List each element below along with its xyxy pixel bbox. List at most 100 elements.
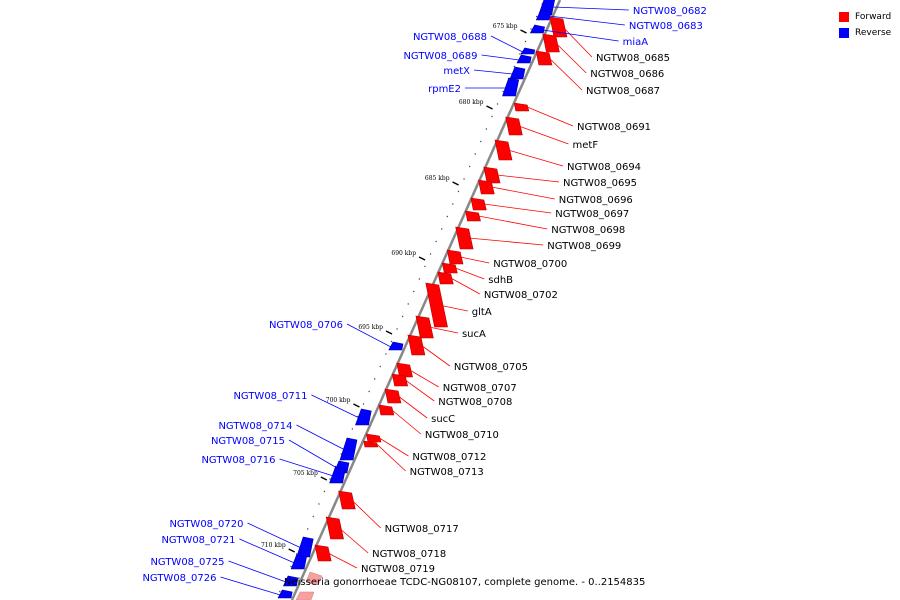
forward-gene-label: NGTW08_0707 — [443, 383, 517, 394]
forward-gene-arrow — [441, 262, 458, 274]
forward-gene-arrow — [378, 404, 395, 416]
forward-gene-label: sucA — [462, 329, 486, 340]
scale-dot — [429, 253, 432, 255]
forward-gene-leader — [338, 527, 369, 554]
tick-mark — [320, 476, 328, 481]
scale-dot — [424, 265, 426, 268]
reverse-gene-label: NGTW08_0726 — [142, 573, 216, 584]
forward-gene-leader — [438, 304, 468, 312]
forward-gene-leader — [420, 344, 451, 367]
scale-dot — [396, 328, 398, 330]
tick-label: 710 kbp — [261, 542, 286, 549]
forward-gene-arrow — [549, 16, 568, 38]
forward-gene-leader — [460, 256, 490, 264]
forward-gene-arrow — [314, 544, 332, 562]
scale-dot — [474, 153, 476, 155]
scale-dot — [452, 203, 454, 205]
reverse-gene-label: NGTW08_0711 — [233, 391, 307, 402]
forward-gene-leader — [518, 125, 569, 145]
tick-mark — [418, 256, 426, 261]
forward-gene-leader — [450, 277, 481, 295]
scale-dot — [513, 65, 515, 68]
scale-dot — [418, 278, 421, 280]
forward-gene-label: NGTW08_0686 — [590, 69, 664, 80]
scale-dot — [329, 478, 331, 480]
scale-dot — [323, 490, 326, 493]
reverse-gene-label: NGTW08_0706 — [269, 320, 343, 331]
reverse-gene-label: NGTW08_0688 — [413, 32, 487, 43]
tick-mark — [452, 181, 459, 186]
tick-label: 700 kbp — [326, 397, 351, 404]
tick-label: 705 kbp — [293, 470, 318, 477]
reverse-gene-label: NGTW08_0715 — [211, 436, 285, 447]
tick-label: 680 kbp — [459, 99, 484, 106]
forward-gene-arrow — [470, 197, 487, 211]
scale-dot — [457, 190, 460, 193]
forward-gene-arrow — [407, 334, 426, 356]
forward-gene-label: NGTW08_0718 — [372, 549, 446, 560]
forward-gene-label: NGTW08_0699 — [547, 241, 621, 252]
scale-dot — [407, 303, 409, 305]
scale-dot — [530, 28, 532, 30]
forward-gene-leader — [351, 499, 381, 529]
forward-gene-arrow — [425, 282, 448, 328]
tick-mark — [486, 105, 493, 110]
scale-dot — [441, 228, 443, 230]
reverse-gene-leader — [490, 35, 523, 53]
forward-gene-arrow — [465, 210, 481, 222]
forward-gene-leader — [405, 379, 435, 402]
scale-dot — [379, 365, 381, 368]
forward-gene-arrow — [363, 440, 379, 448]
forward-gene-leader — [562, 26, 593, 58]
forward-gene-arrow — [455, 226, 474, 250]
scale-dot — [385, 353, 387, 355]
forward-gene-arrow — [478, 179, 495, 195]
forward-gene-arrow — [365, 433, 382, 443]
scale-dot — [435, 240, 437, 243]
genome-backbone — [290, 0, 562, 600]
reverse-swatch — [839, 27, 849, 38]
forward-gene-leader — [468, 237, 544, 246]
scale-dot — [468, 165, 471, 168]
reverse-gene-arrow — [290, 554, 307, 570]
forward-gene-leader — [527, 106, 574, 127]
reverse-gene-leader — [346, 323, 392, 348]
legend-item-reverse: Reverse — [839, 25, 899, 40]
forward-gene-leader — [507, 149, 564, 167]
scale-dot — [374, 378, 376, 380]
scale-dot — [413, 290, 415, 293]
tick-label: 695 kbp — [358, 324, 383, 331]
reverse-gene-arrow — [388, 341, 404, 351]
faded-gene-arrow — [305, 571, 323, 586]
forward-gene-leader — [478, 215, 548, 230]
forward-gene-arrow — [437, 271, 454, 285]
reverse-gene-label: NGTW08_0721 — [161, 535, 235, 546]
forward-gene-leader — [491, 186, 555, 200]
tick-mark — [520, 29, 527, 34]
faded-gene-arrow — [295, 591, 315, 600]
reverse-gene-arrow — [516, 54, 532, 64]
forward-gene-label: NGTW08_0713 — [410, 467, 484, 478]
reverse-gene-leader — [220, 576, 281, 596]
forward-gene-label: NGTW08_0708 — [438, 397, 512, 408]
reverse-gene-leader — [247, 522, 302, 549]
forward-gene-arrow — [494, 139, 513, 161]
forward-gene-label: NGTW08_0719 — [361, 564, 435, 575]
scale-dot — [401, 315, 404, 318]
forward-gene-leader — [483, 203, 552, 214]
legend-item-forward: Forward — [839, 9, 899, 24]
reverse-gene-label: miaA — [623, 37, 649, 48]
forward-gene-arrow — [446, 249, 464, 265]
scale-dot — [496, 103, 499, 105]
reverse-gene-arrow — [282, 575, 299, 587]
reverse-gene-leader — [548, 15, 625, 26]
reverse-gene-arrow — [277, 589, 293, 599]
forward-gene-leader — [397, 395, 428, 419]
forward-gene-leader — [376, 443, 406, 472]
forward-gene-leader — [496, 174, 560, 183]
reverse-gene-leader — [542, 29, 619, 42]
scale-dot — [362, 403, 365, 405]
forward-gene-leader — [391, 409, 422, 435]
